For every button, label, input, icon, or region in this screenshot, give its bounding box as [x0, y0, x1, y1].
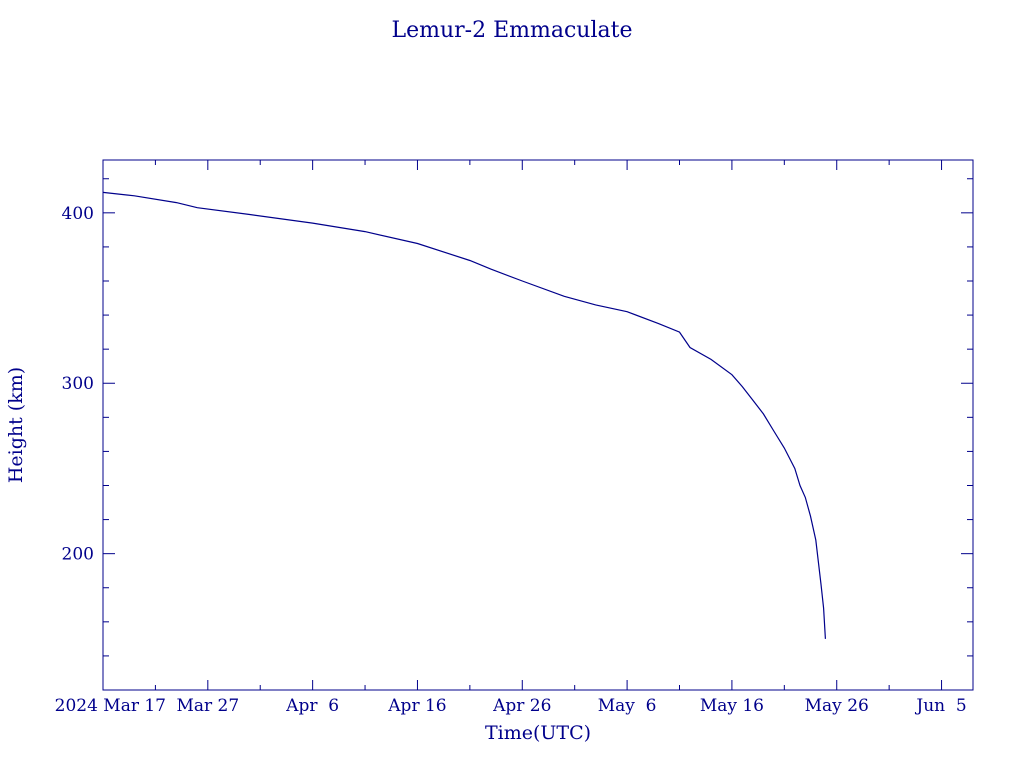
y-axis-label: Height (km): [5, 367, 27, 483]
tick-labels: 2024 Mar 17 Mar 27 Apr 6 Apr 16 Apr 26 May 6 M…: [55, 204, 967, 716]
y-tick-label: 200: [62, 545, 94, 565]
x-tick-label: 2024 Mar 17: [55, 696, 166, 716]
y-tick-label: 400: [62, 204, 94, 224]
x-tick-label: Apr 16: [387, 696, 446, 716]
x-tick-label: May 6: [598, 696, 657, 716]
x-axis-label: Time(UTC): [485, 722, 591, 744]
x-tick-label: Apr 26: [492, 696, 551, 716]
axis-ticks: [102, 160, 973, 690]
y-tick-label: 300: [62, 374, 94, 394]
x-tick-label: May 16: [700, 696, 764, 716]
plot-frame: [102, 159, 974, 691]
x-tick-label: Mar 27: [176, 696, 239, 716]
x-tick-label: May 26: [805, 696, 869, 716]
chart-title: Lemur-2 Emmaculate: [391, 18, 632, 43]
series-line: [102, 191, 826, 639]
x-tick-label: Apr 6: [285, 696, 339, 716]
x-tick-label: Jun 5: [914, 696, 966, 716]
